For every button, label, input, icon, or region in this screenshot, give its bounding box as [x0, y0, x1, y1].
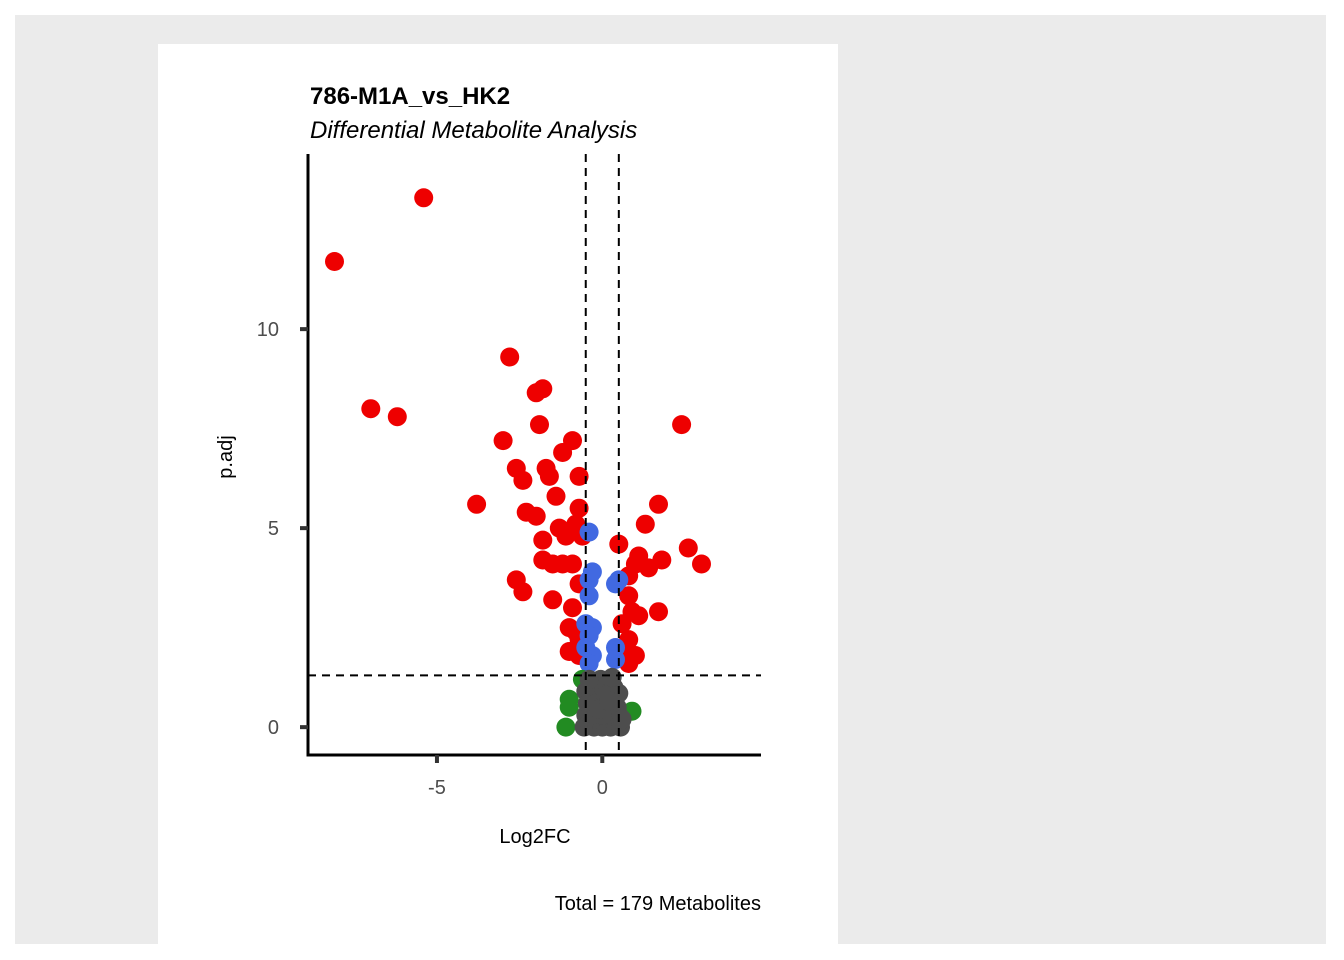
data-point-significant	[530, 415, 549, 435]
data-point-significant	[629, 606, 649, 626]
x-tick-label: 0	[597, 777, 608, 799]
threshold-lines	[308, 154, 761, 755]
y-axis-title: p.adj	[215, 435, 237, 478]
data-point-not-significant	[612, 709, 632, 729]
data-point-significant	[539, 466, 559, 486]
data-point-not-significant	[602, 667, 622, 687]
data-point-significant	[467, 494, 487, 514]
data-point-not-significant	[599, 691, 619, 711]
data-point-significant	[639, 558, 659, 578]
data-point-p-only	[579, 522, 599, 542]
data-point-significant	[513, 582, 533, 602]
data-point-significant	[387, 407, 407, 427]
data-point-significant	[563, 431, 582, 451]
axis-ticks: -5 0 0 5 10	[257, 319, 608, 799]
total-caption: Total = 179 Metabolites	[555, 893, 761, 915]
plot-panel: 786-M1A_vs_HK2 Differential Metabolite A…	[158, 44, 838, 945]
data-point-fc-only	[556, 717, 576, 737]
data-point-significant	[612, 614, 632, 634]
data-point-significant	[569, 466, 589, 486]
data-point-significant	[563, 598, 582, 618]
data-point-significant	[414, 188, 434, 208]
data-point-significant	[493, 431, 513, 451]
plot-background: 786-M1A_vs_HK2 Differential Metabolite A…	[15, 15, 1326, 945]
data-points	[325, 188, 711, 737]
data-point-significant	[619, 586, 639, 606]
data-point-significant	[526, 506, 546, 526]
data-point-significant	[563, 554, 582, 574]
data-point-significant	[609, 534, 629, 554]
data-point-p-only	[579, 654, 599, 673]
y-tick-label: 0	[268, 717, 279, 739]
data-point-significant	[649, 494, 668, 514]
data-point-significant	[649, 602, 668, 622]
data-point-significant	[692, 554, 711, 574]
data-point-not-significant	[579, 669, 599, 689]
data-point-significant	[533, 530, 553, 550]
y-tick-label: 5	[268, 518, 279, 540]
data-point-significant	[546, 486, 566, 506]
x-axis-title: Log2FC	[499, 826, 570, 848]
volcano-plot: 786-M1A_vs_HK2 Differential Metabolite A…	[215, 83, 761, 915]
chart-title: 786-M1A_vs_HK2	[310, 83, 510, 110]
data-point-significant	[569, 498, 589, 518]
data-point-p-only	[579, 586, 599, 606]
data-point-significant	[325, 252, 344, 271]
data-point-significant	[533, 379, 553, 399]
data-point-significant	[635, 514, 655, 534]
x-tick-label: -5	[428, 777, 446, 799]
data-point-significant	[361, 399, 381, 419]
y-tick-label: 10	[257, 319, 279, 341]
data-point-significant	[678, 538, 698, 558]
data-point-significant	[500, 347, 520, 367]
data-point-significant	[513, 470, 533, 490]
chart-subtitle: Differential Metabolite Analysis	[310, 117, 637, 144]
data-point-p-only	[606, 650, 625, 669]
data-point-p-only	[582, 562, 602, 582]
data-point-fc-only	[559, 697, 579, 717]
data-point-significant	[543, 590, 563, 610]
data-point-significant	[672, 415, 692, 435]
